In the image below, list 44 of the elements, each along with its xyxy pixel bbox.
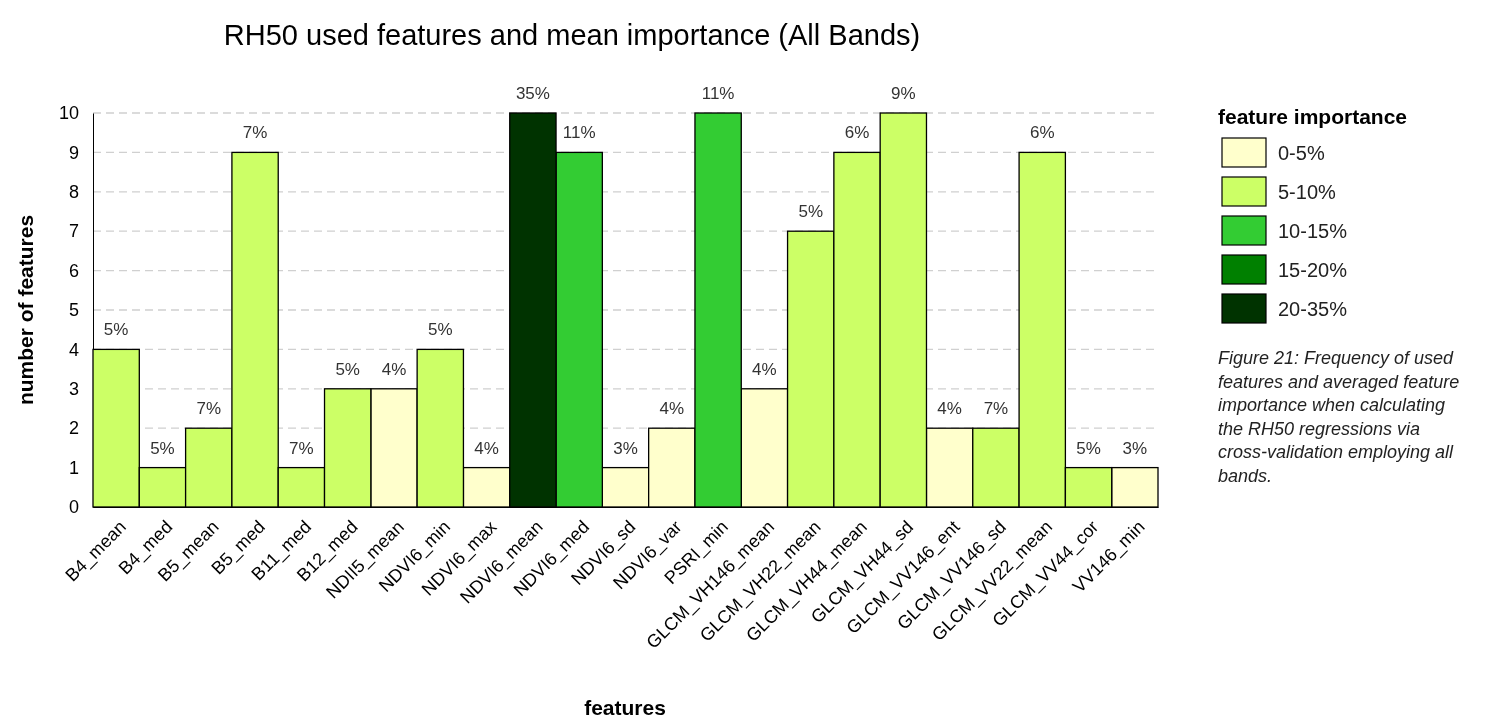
- annotation: 5%: [103, 320, 129, 340]
- annotation: 3%: [1122, 438, 1148, 458]
- annotation: 4%: [937, 399, 962, 419]
- annotation: 4%: [752, 359, 777, 379]
- annotation: 7%: [242, 123, 268, 143]
- y-tick-label: 4: [68, 339, 79, 360]
- annotation: 9%: [891, 84, 916, 103]
- chart-title: RH50 used features and mean importance (All Bands): [223, 19, 921, 51]
- y-tick-label: 10: [58, 103, 79, 124]
- annotation: 5%: [1076, 438, 1101, 458]
- x-axis-title: features: [584, 696, 666, 719]
- annotation: 11%: [562, 123, 596, 143]
- annotation: 4%: [381, 359, 407, 379]
- annotation: 7%: [289, 438, 314, 458]
- annotation: 11%: [701, 84, 735, 103]
- y-tick-label: 0: [68, 497, 79, 518]
- legend-label: 20-35%: [1278, 297, 1348, 320]
- y-tick-label: 9: [68, 142, 79, 163]
- annotation: 6%: [1029, 123, 1055, 143]
- legend-label: 5-10%: [1278, 180, 1337, 203]
- y-tick-label: 5: [68, 300, 79, 321]
- annotation: 35%: [515, 84, 550, 103]
- legend-label: 15-20%: [1278, 258, 1348, 281]
- caption: Figure 21: Frequency of used features and averaged feature importance when calculating the RH50 regressions via cross-validation employing all bands.: [1218, 348, 1460, 486]
- annotation: 5%: [335, 359, 360, 379]
- annotation: 6%: [844, 123, 870, 143]
- legend-label: 0-5%: [1278, 141, 1325, 164]
- annotation: 3%: [613, 438, 638, 458]
- annotation: 5%: [798, 202, 824, 222]
- annotation: 4%: [474, 438, 499, 458]
- y-tick-label: 7: [68, 221, 79, 242]
- annotation: 7%: [196, 399, 222, 419]
- annotation: 7%: [983, 399, 1009, 419]
- y-axis-title: number of features: [14, 214, 37, 406]
- y-tick-label: 8: [68, 182, 79, 203]
- annotation: 4%: [659, 399, 685, 419]
- y-tick-label: 1: [68, 457, 79, 478]
- y-tick-label: 6: [68, 260, 79, 281]
- y-tick-label: 2: [68, 418, 79, 439]
- legend-label: 10-15%: [1278, 219, 1348, 242]
- annotation: 5%: [427, 320, 453, 340]
- legend-title: feature importance: [1218, 105, 1408, 128]
- y-tick-label: 3: [68, 379, 79, 400]
- annotation: 5%: [150, 438, 175, 458]
